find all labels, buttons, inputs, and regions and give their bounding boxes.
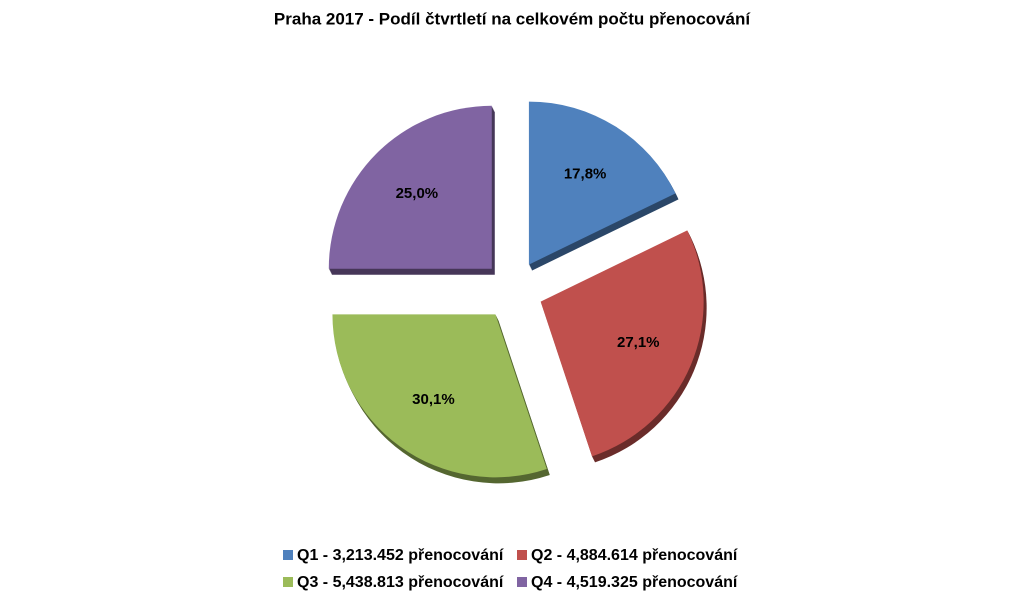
legend-label: Q4 - 4,519.325 přenocování [531,574,738,591]
data-label: 17,8% [564,166,607,183]
legend-label: Q3 - 5,438.813 přenocování [297,574,504,591]
data-label: 25,0% [396,185,439,202]
legend-swatch [517,577,527,587]
legend-swatch [283,577,293,587]
slice [540,230,704,457]
legend-swatch [517,550,527,560]
data-label: 30,1% [412,391,455,408]
legend-swatch [283,550,293,560]
legend-label: Q2 - 4,884.614 přenocování [531,547,738,564]
slice [528,101,676,265]
legend-label: Q1 - 3,213.452 přenocování [297,547,504,564]
slice [332,314,547,478]
data-label: 27,1% [617,334,660,351]
slice [328,105,492,269]
chart-title: Praha 2017 - Podíl čtvrtletí na celkovém… [274,9,751,28]
